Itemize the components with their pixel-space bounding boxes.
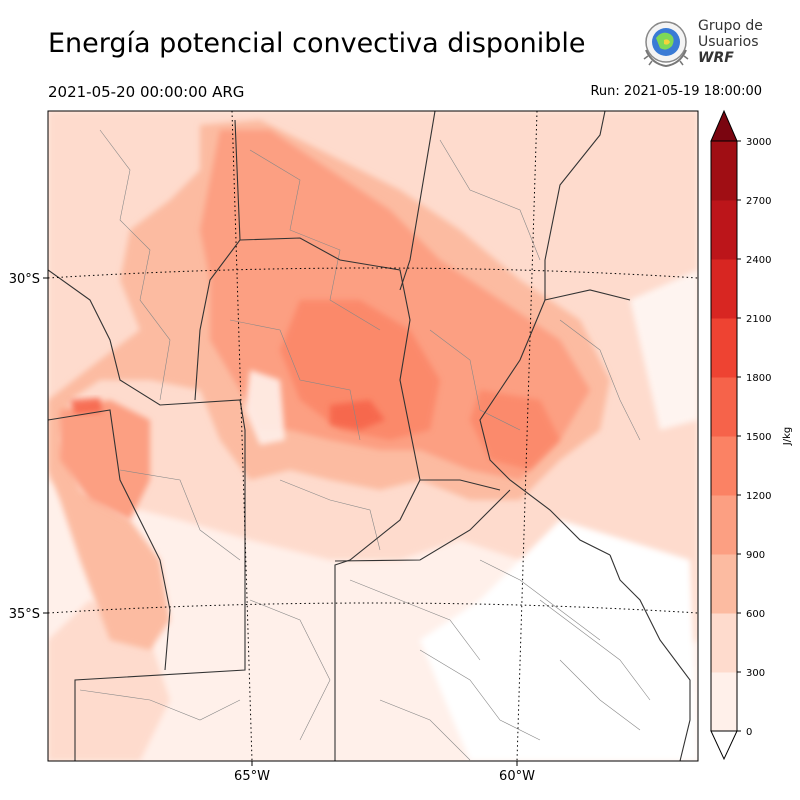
colorbar-segment — [711, 377, 737, 437]
colorbar: 0 300 600 900 1200 1500 1800 2100 2400 2700 3000 — [710, 109, 771, 761]
colorbar-segment — [711, 318, 737, 378]
axis-ticks — [43, 277, 518, 766]
logo-line-1: Grupo de — [698, 18, 763, 34]
colorbar-segment — [711, 259, 737, 319]
wrf-logo: Grupo de Usuarios WRF — [638, 16, 768, 76]
colorbar-tick-label: 2100 — [746, 314, 771, 325]
lat-label-35s: 35°S — [9, 607, 40, 622]
colorbar-tick-label: 600 — [746, 609, 765, 620]
province-borders — [48, 111, 691, 761]
colorbar-extend-max — [710, 109, 738, 142]
lon-label-65w: 65°W — [234, 769, 270, 784]
colorbar-segment — [711, 141, 737, 201]
globe-icon — [643, 21, 689, 68]
colorbar-segment — [711, 554, 737, 614]
colorbar-unit-label: J/kg — [782, 427, 793, 446]
lat-label-30s: 30°S — [9, 272, 40, 287]
colorbar-tick-label: 1800 — [746, 373, 771, 384]
colorbar-segment — [711, 613, 737, 673]
colorbar-tick-label: 2700 — [746, 196, 771, 207]
map-frame — [47, 110, 699, 762]
colorbar-extend-min — [710, 730, 738, 761]
colorbar-segment — [711, 495, 737, 555]
department-borders — [79, 129, 651, 761]
colorbar-tick-label: 3000 — [746, 137, 771, 148]
run-time: Run: 2021-05-19 18:00:00 — [590, 84, 762, 99]
logo-line-2: Usuarios — [698, 34, 759, 50]
colorbar-tick-label: 300 — [746, 668, 765, 679]
colorbar-tick-label: 0 — [746, 727, 752, 738]
colorbar-tick-label: 1200 — [746, 491, 771, 502]
lon-label-60w: 60°W — [499, 769, 535, 784]
colorbar-tick-label: 900 — [746, 550, 765, 561]
logo-line-3: WRF — [698, 50, 734, 66]
colorbar-tick-label: 1500 — [746, 432, 771, 443]
graticule — [48, 111, 698, 761]
cape-field — [48, 111, 698, 761]
colorbar-segment — [711, 436, 737, 496]
map-title: Energía potencial convectiva disponible — [48, 28, 586, 59]
colorbar-tick-label: 2400 — [746, 255, 771, 266]
colorbar-segment — [711, 672, 737, 732]
colorbar-segment — [711, 200, 737, 260]
valid-time: 2021-05-20 00:00:00 ARG — [48, 83, 245, 101]
